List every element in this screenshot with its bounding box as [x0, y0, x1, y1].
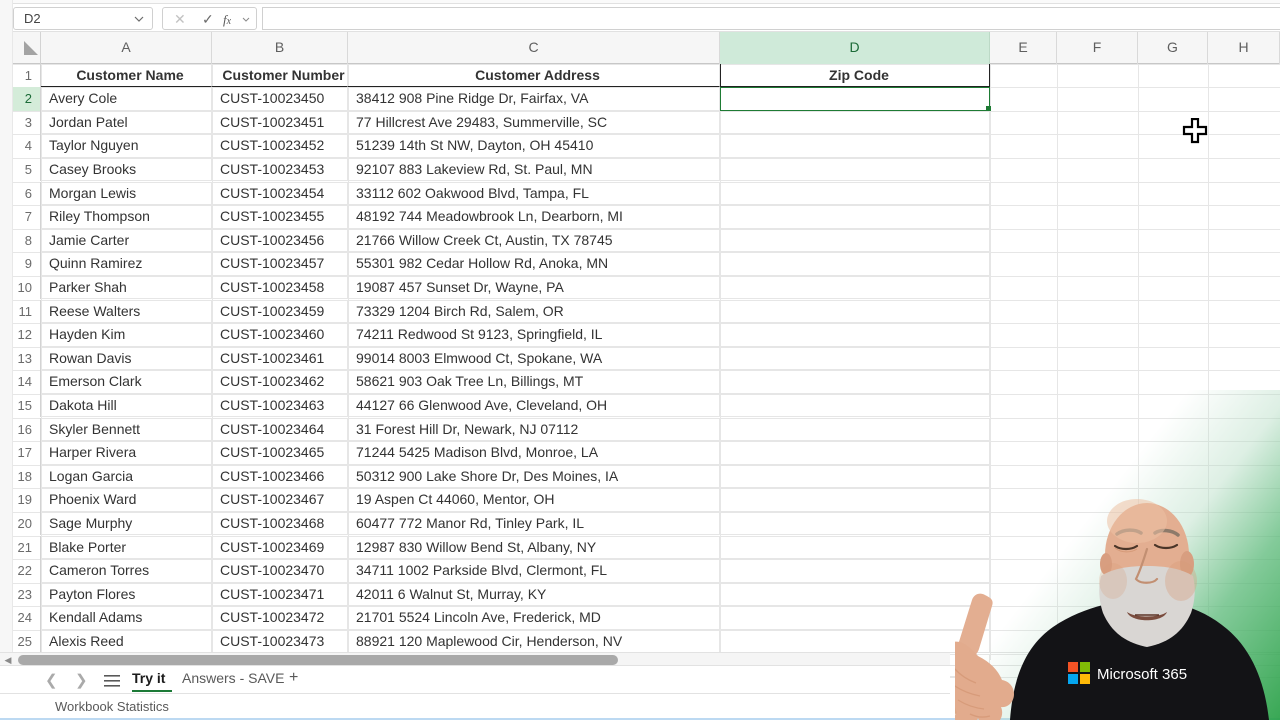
svg-text:Microsoft 365: Microsoft 365 — [1097, 666, 1187, 683]
